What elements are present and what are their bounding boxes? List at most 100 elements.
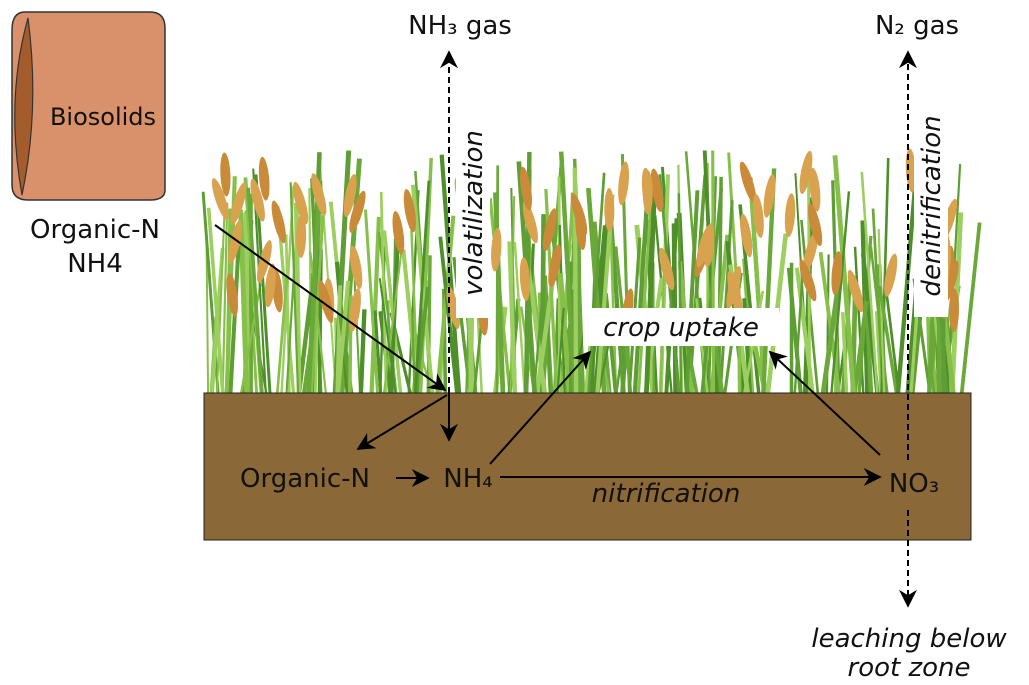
leaf [684, 190, 700, 396]
leaf [793, 275, 804, 396]
leaf [246, 187, 264, 396]
wheat-head [740, 213, 753, 258]
wheat-head [226, 272, 239, 317]
wheat-head [752, 194, 764, 238]
wheat-head [847, 269, 864, 313]
wheat-head [659, 247, 675, 291]
leaf [702, 150, 719, 396]
wheat-head [641, 167, 653, 212]
leaf [382, 230, 403, 396]
wheat-head [491, 227, 502, 272]
soil [203, 392, 972, 541]
process-label: crop uptake [603, 313, 759, 343]
leaf [377, 231, 398, 396]
wheat-head [520, 166, 533, 211]
leaf [877, 229, 886, 396]
leaf [818, 251, 842, 396]
wheat-head [650, 168, 664, 212]
process-label: leaching below [811, 624, 1007, 654]
wheat-head [809, 167, 821, 212]
wheat-head [228, 220, 242, 264]
leaf [711, 150, 716, 396]
leaf [389, 242, 400, 396]
leaf [513, 242, 527, 396]
leaf [959, 222, 982, 396]
wheat-head [211, 178, 229, 220]
leaf [742, 298, 753, 396]
leaf [493, 192, 506, 396]
label-box [456, 108, 490, 318]
wheat-head [318, 280, 334, 324]
wheat-head [311, 173, 327, 216]
leaf [378, 278, 397, 396]
wheat-head [831, 251, 843, 295]
leaf [309, 215, 325, 396]
leaf [201, 191, 220, 396]
leaf [221, 202, 229, 396]
wheat-head [350, 245, 363, 290]
wheat-head [548, 244, 562, 288]
leaf [895, 183, 918, 396]
bag-content: NH4 [67, 249, 123, 279]
leaf [335, 280, 351, 396]
leaf [439, 154, 462, 396]
wheat-head [884, 253, 898, 297]
crop-field [201, 148, 982, 396]
wheat-head [519, 257, 531, 302]
leaf [718, 200, 734, 396]
leaf [284, 234, 291, 396]
wheat-head [799, 259, 817, 302]
wheat-head [803, 230, 819, 274]
wheat-head [271, 200, 286, 244]
process-label: denitrification [917, 115, 947, 296]
leaf [363, 209, 380, 396]
leaf [830, 191, 851, 396]
wheat-head [343, 173, 357, 218]
leaf [860, 171, 879, 396]
wheat-head [349, 288, 361, 332]
leaf [369, 216, 382, 396]
leaf [239, 283, 262, 396]
leaf [228, 245, 241, 396]
leaf [840, 276, 853, 396]
leaf [358, 309, 367, 396]
leaf [452, 256, 472, 396]
leaf [643, 182, 658, 396]
wheat-head [446, 285, 460, 329]
soil-label: NO₃ [889, 469, 939, 499]
leaf [438, 236, 460, 396]
leaf [382, 236, 405, 396]
wheat-head [948, 288, 959, 333]
wheat-head [522, 200, 538, 244]
process-label: nitrification [592, 479, 741, 509]
bag-label: Biosolids [50, 103, 156, 131]
leaf [544, 189, 559, 396]
arrows [214, 50, 917, 608]
wheat-head [604, 187, 615, 232]
label-box [583, 308, 779, 346]
wheat-head [703, 223, 715, 268]
wheat-head [293, 181, 309, 225]
leaf [373, 310, 383, 396]
leaf [309, 251, 328, 396]
wheat-head [220, 152, 231, 197]
leaf [853, 246, 865, 396]
wheat-head [808, 203, 823, 247]
wheat-head [230, 182, 247, 225]
wheat-head [575, 206, 587, 251]
leaf [558, 273, 573, 396]
wheat-head [403, 188, 417, 233]
bag-content: Organic-N [30, 215, 160, 245]
biosolids-bag: Biosolids [11, 11, 166, 201]
wheat-head [349, 190, 366, 233]
leaf [632, 200, 650, 396]
leaf [877, 285, 899, 396]
label-box [914, 95, 948, 317]
wheat-head [739, 161, 757, 204]
process-label: volatilization [459, 130, 489, 296]
wheat-head [296, 214, 307, 259]
wheat-head [799, 150, 813, 195]
gas-label: N₂ gas [875, 11, 959, 41]
soil-label: NH₄ [443, 464, 492, 494]
